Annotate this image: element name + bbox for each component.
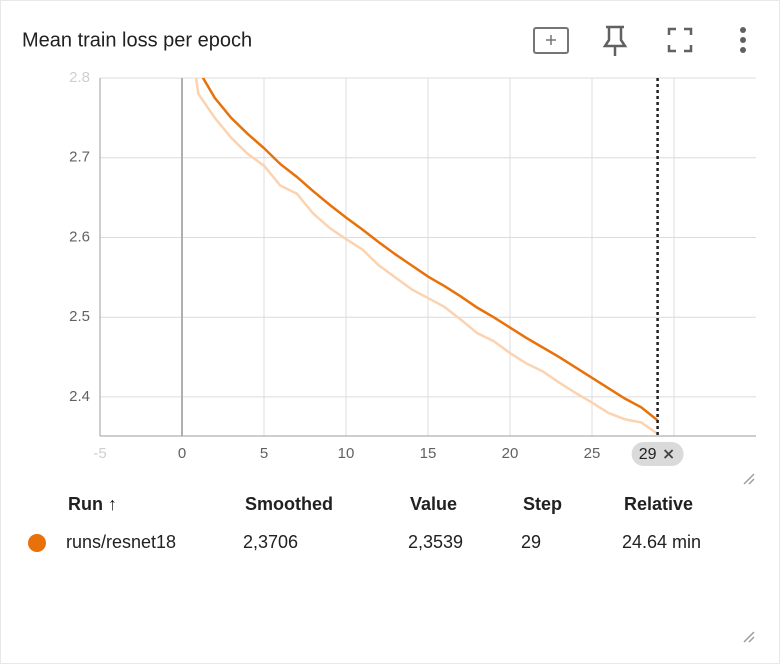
fit-domain-button[interactable] [533,27,569,54]
menu-button[interactable] [740,27,746,53]
column-header: Smoothed [245,494,333,514]
x-tick-label: 15 [420,445,437,462]
y-tick-label: 2.5 [69,308,90,325]
column-header: Relative [624,494,693,514]
cursor-chip [631,442,684,466]
table-cell: 24.64 min [622,532,701,552]
table-cell: 2,3706 [243,532,298,552]
run-table: Run ↑ Smoothed Value Step Relative runs/resne… [28,494,701,552]
x-tick-label: 25 [584,445,601,462]
series-line [194,78,659,435]
table-cell: runs/resnet18 [66,532,176,552]
y-tick-label: 2.4 [69,388,90,405]
y-tick-label: 2.6 [69,228,90,245]
column-header: Run ↑ [68,494,117,514]
y-tick-label: 2.7 [69,149,90,166]
cursor-close[interactable] [663,449,674,459]
column-header: Value [410,494,457,514]
pin-button[interactable] [602,25,628,56]
run-color-dot [28,534,46,552]
resize-handle[interactable] [743,631,755,643]
column-header: Step [523,494,562,514]
plot: 2.42.52.62.72.8-505101520253029 [69,69,756,466]
y-tick-label: 2.8 [69,69,90,86]
x-tick-label: 0 [178,445,186,462]
table-cell: 2,3539 [408,532,463,552]
fullscreen-button[interactable] [667,27,693,53]
series-line [201,78,659,422]
table-cell: 29 [521,532,541,552]
chart-title: Mean train loss per epoch [22,29,252,51]
x-tick-label: 5 [260,445,268,462]
resize-handle[interactable] [743,473,755,485]
cursor-step-label: 29 [639,446,657,463]
x-tick-label: 20 [502,445,519,462]
x-tick-label: 10 [338,445,355,462]
x-tick-label: -5 [93,445,106,462]
